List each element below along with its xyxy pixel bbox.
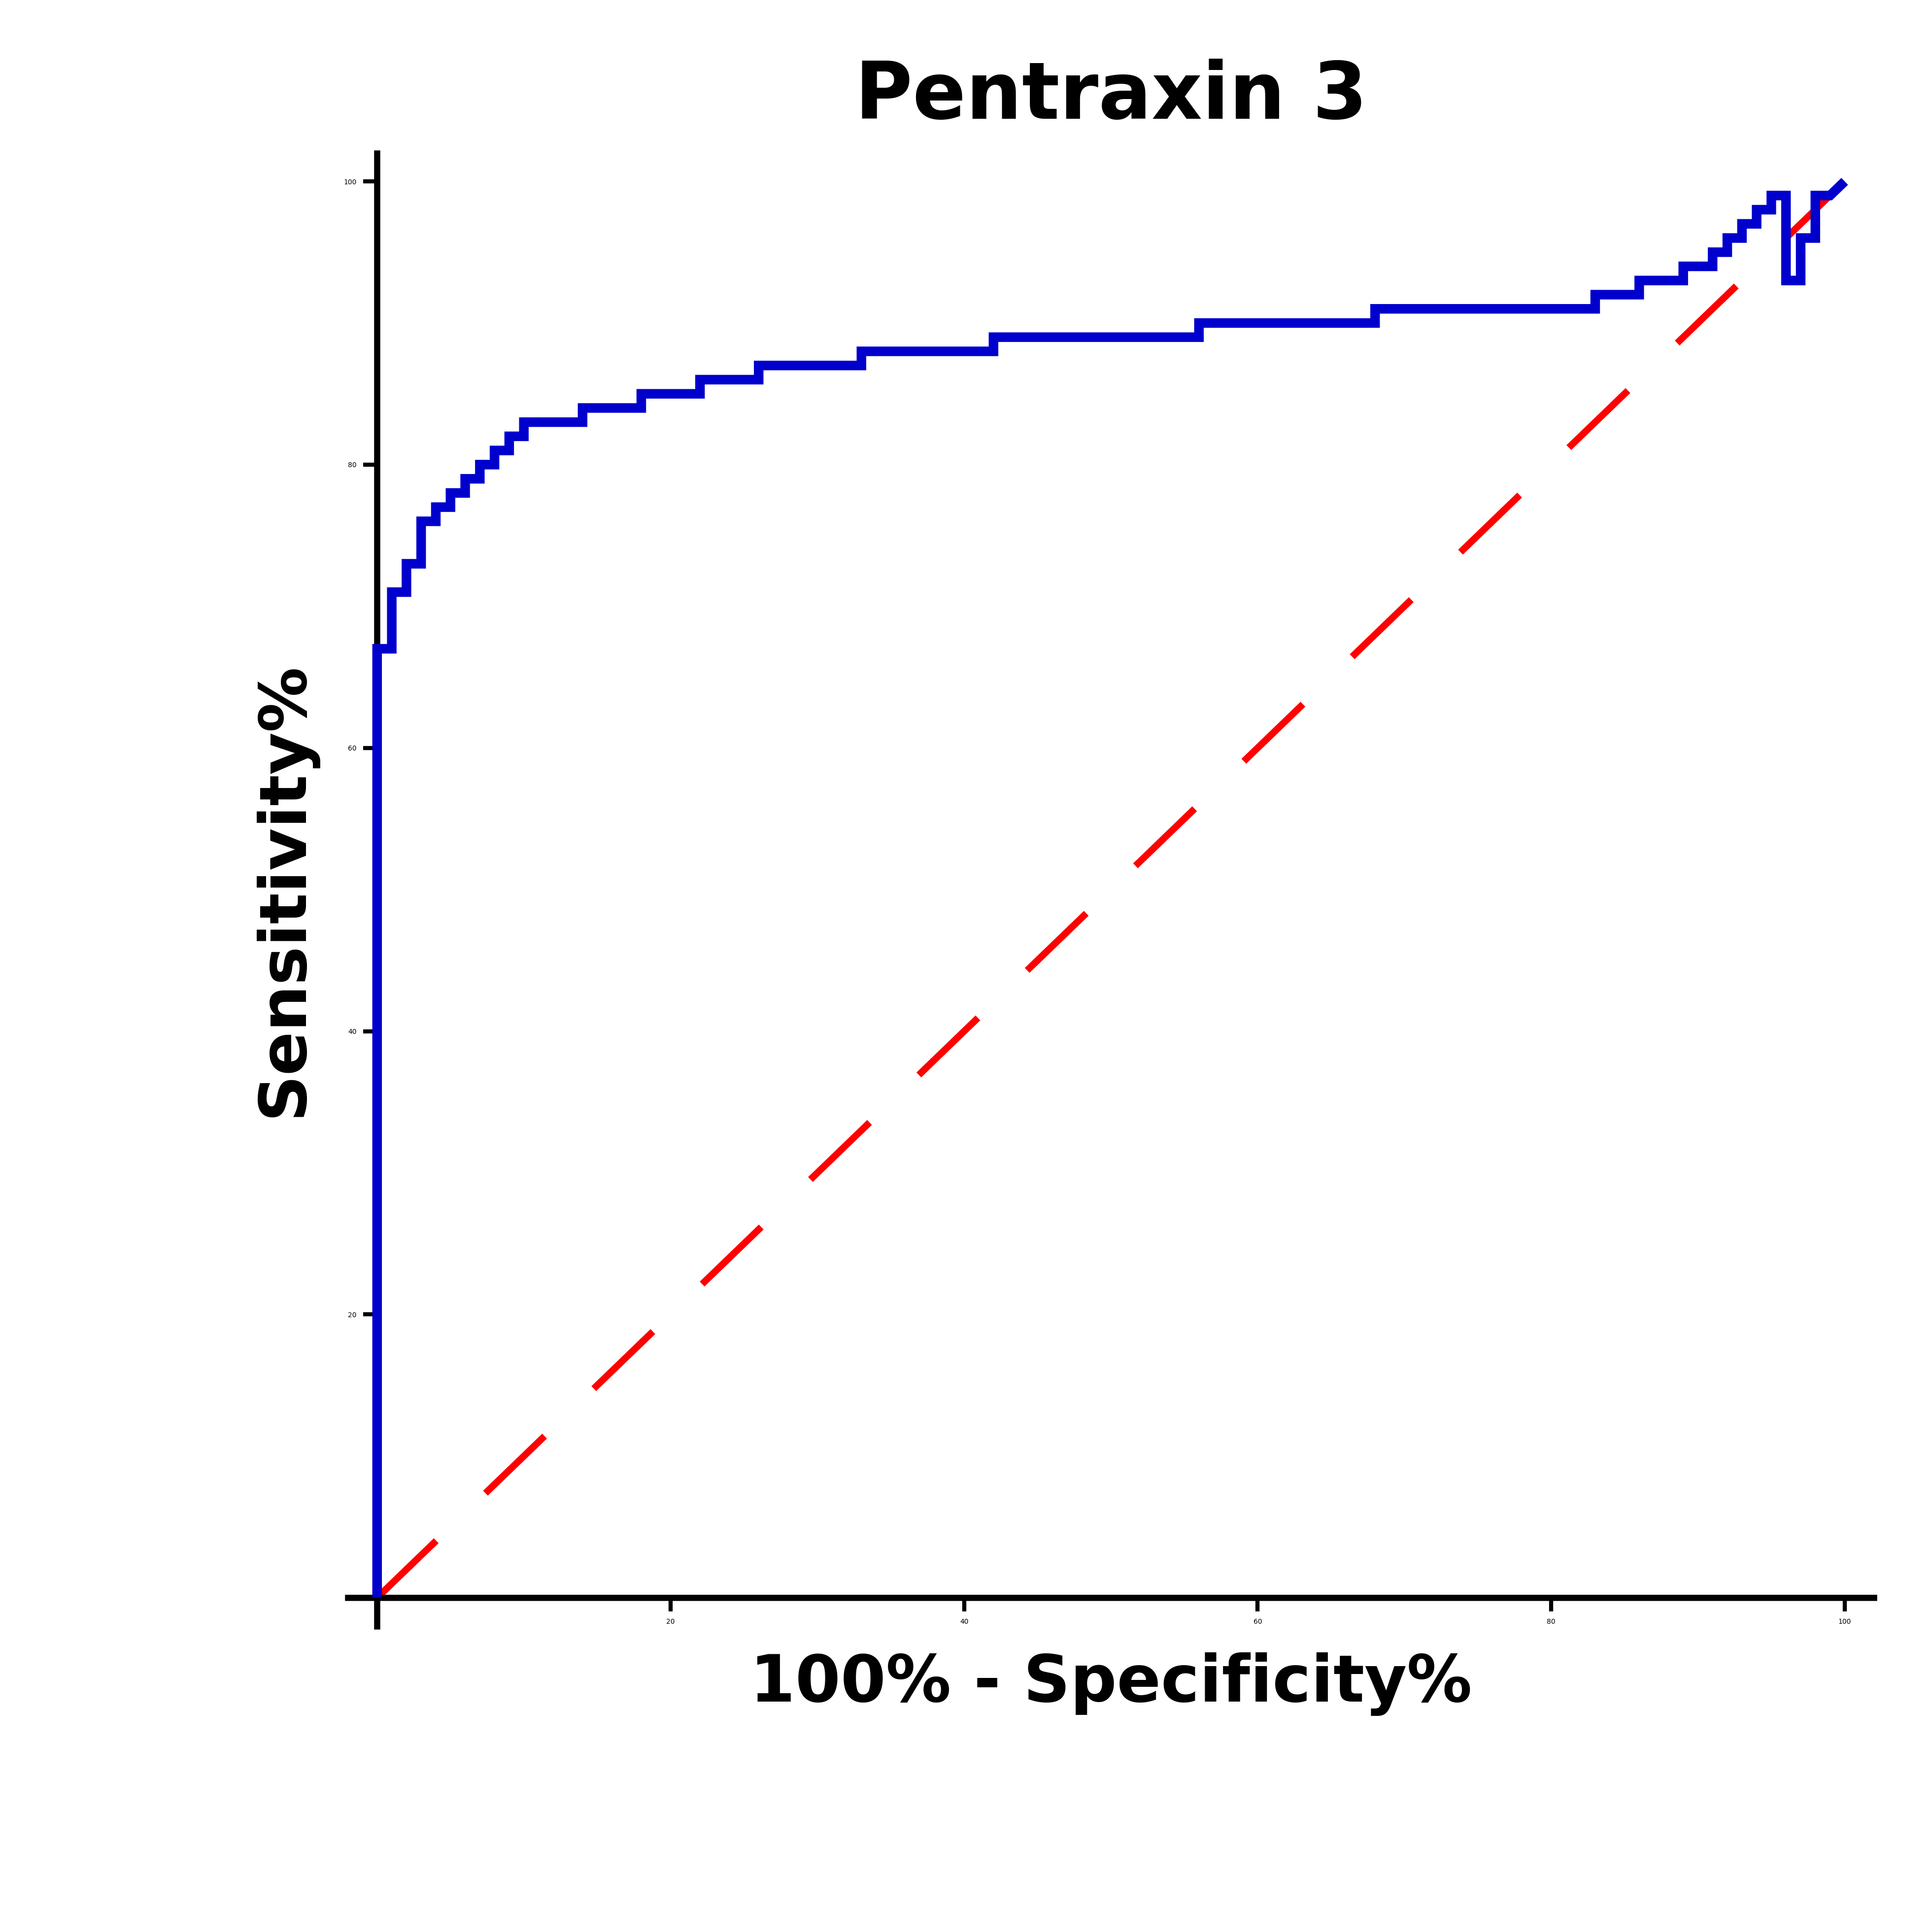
X-axis label: 100% - Specificity%: 100% - Specificity%	[750, 1653, 1472, 1716]
Y-axis label: Sensitivity%: Sensitivity%	[253, 662, 317, 1117]
Title: Pentraxin 3: Pentraxin 3	[854, 59, 1368, 136]
